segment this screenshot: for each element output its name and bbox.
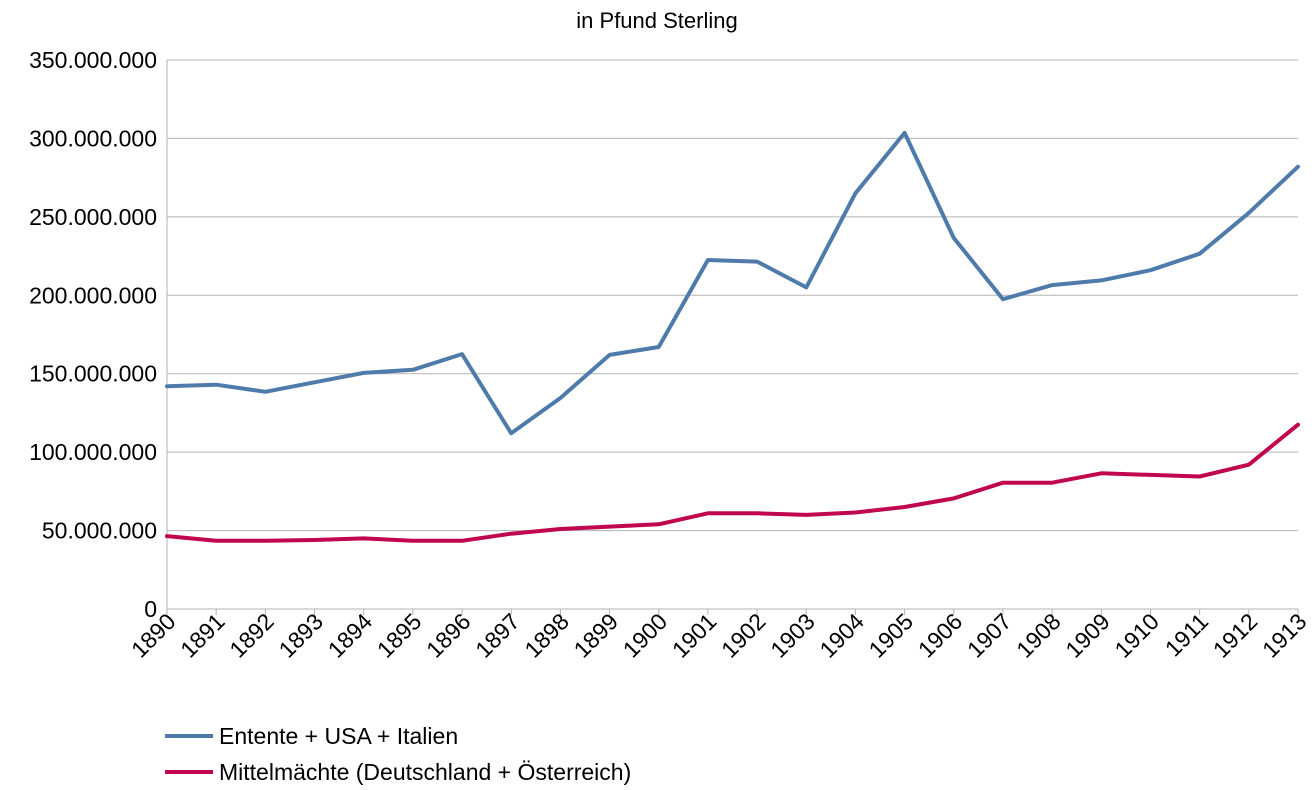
series-lines — [165, 130, 1300, 543]
legend-item-entente: Entente + USA + Italien — [165, 718, 631, 754]
legend-label-entente: Entente + USA + Italien — [219, 722, 459, 749]
y-tick-label: 0 — [144, 596, 157, 622]
y-tick-labels: 0 50.000.000 100.000.000 150.000.000 200.000… — [29, 47, 157, 622]
legend-item-mittelmaechte: Mittelmächte (Deutschland + Österreich) — [165, 754, 631, 790]
y-tick-label: 100.000.000 — [29, 439, 157, 465]
x-tick-label: 1891 — [175, 608, 230, 663]
x-tick-label: 1901 — [667, 608, 722, 663]
x-tick-label: 1904 — [814, 608, 869, 663]
x-tick-label: 1902 — [716, 608, 771, 663]
legend-swatch-mittelmaechte — [165, 770, 213, 774]
y-tick-label: 250.000.000 — [29, 204, 157, 230]
x-tick-label: 1913 — [1257, 608, 1312, 663]
x-tick-label: 1911 — [1160, 608, 1213, 661]
series-line-0 — [165, 130, 1300, 436]
x-tick-label: 1903 — [765, 608, 820, 663]
x-tick-label: 1899 — [569, 608, 624, 663]
x-tick-label: 1894 — [323, 608, 378, 663]
y-tick-label: 300.000.000 — [29, 125, 157, 151]
axes — [166, 60, 1299, 615]
x-tick-label: 1907 — [962, 608, 1017, 663]
x-tick-label: 1897 — [470, 608, 525, 663]
x-tick-label: 1898 — [519, 608, 574, 663]
x-tick-label: 1896 — [421, 608, 476, 663]
legend-label-mittelmaechte: Mittelmächte (Deutschland + Österreich) — [219, 758, 632, 785]
x-tick-label: 1908 — [1011, 608, 1066, 663]
chart-title: in Pfund Sterling — [576, 8, 738, 33]
x-tick-label: 1906 — [913, 608, 968, 663]
legend-swatch-entente — [165, 734, 213, 738]
x-tick-label: 1912 — [1208, 608, 1263, 663]
x-tick-label: 1890 — [126, 608, 181, 663]
x-tick-labels: 1890189118921893189418951896189718981899… — [126, 608, 1312, 663]
y-tick-label: 50.000.000 — [42, 518, 157, 544]
x-tick-label: 1909 — [1060, 608, 1115, 663]
x-tick-label: 1892 — [224, 608, 279, 663]
x-tick-label: 1910 — [1109, 608, 1164, 663]
y-tick-label: 350.000.000 — [29, 47, 157, 73]
x-tick-label: 1893 — [273, 608, 328, 663]
gridlines — [167, 59, 1298, 610]
y-tick-label: 200.000.000 — [29, 282, 157, 308]
x-tick-label: 1895 — [372, 608, 427, 663]
legend: Entente + USA + Italien Mittelmächte (De… — [165, 718, 631, 790]
y-tick-label: 150.000.000 — [29, 361, 157, 387]
x-tick-label: 1905 — [864, 608, 919, 663]
x-tick-label: 1900 — [618, 608, 673, 663]
series-line-1 — [165, 422, 1300, 543]
